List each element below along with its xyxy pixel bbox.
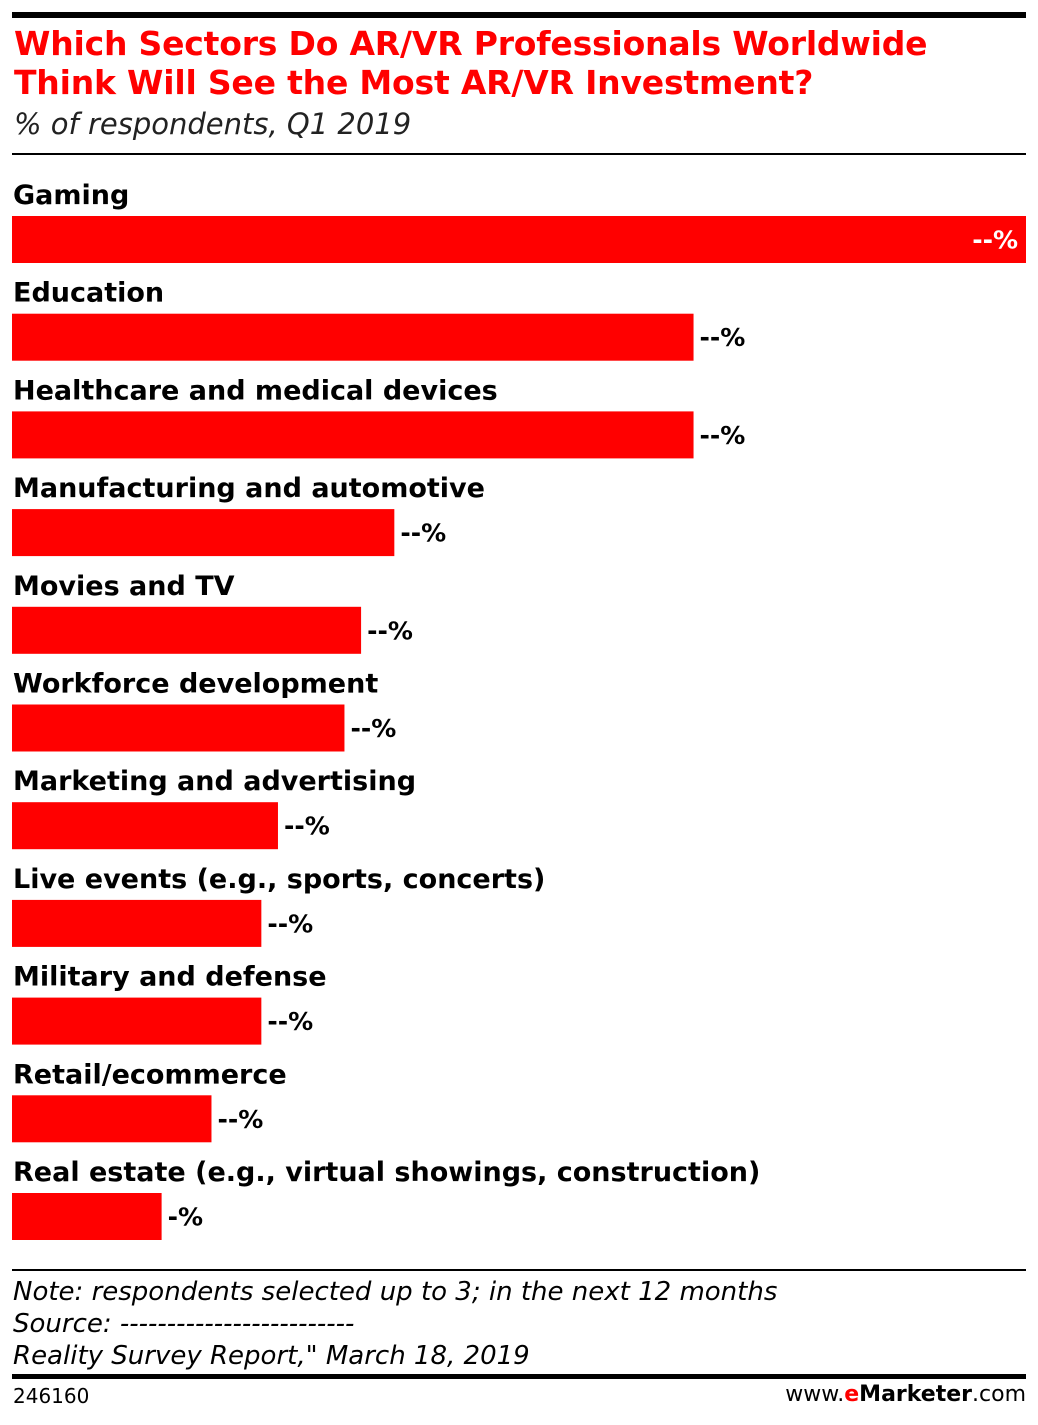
category-label: Gaming [13, 180, 129, 211]
value-label: --% [367, 616, 413, 645]
top-rule [12, 12, 1026, 18]
bar [12, 704, 345, 752]
category-label: Healthcare and medical devices [13, 375, 498, 406]
value-label: --% [267, 909, 313, 938]
brand-suffix: .com [972, 1382, 1026, 1407]
bar [12, 606, 362, 654]
chart-subtitle: % of respondents, Q1 2019 [14, 107, 412, 141]
value-label: --% [400, 519, 446, 548]
category-label: Live events (e.g., sports, concerts) [13, 864, 545, 895]
bar [12, 313, 694, 361]
bar-chart: Gaming --% Education --% Healthcare and medi… [12, 180, 1026, 1240]
category-label: Retail/ecommerce [13, 1059, 287, 1090]
notes-divider [12, 1269, 1026, 1271]
category-label: Real estate (e.g., virtual showings, con… [13, 1157, 760, 1188]
brand-name: Marketer [859, 1382, 973, 1407]
bar [12, 899, 262, 947]
value-label: --% [267, 1007, 313, 1036]
category-label: Military and defense [13, 962, 327, 993]
header-divider [12, 153, 1026, 155]
chart-title: Which Sectors Do AR/VR Professionals Wor… [14, 24, 928, 102]
bar [12, 411, 694, 459]
bar [12, 509, 395, 557]
brand-prefix: www. [785, 1382, 845, 1407]
value-label: --% [700, 323, 746, 352]
chart-note: Note: respondents selected up to 3; in t… [13, 1277, 778, 1307]
bar [12, 216, 1026, 263]
bar [12, 802, 278, 850]
category-label: Education [13, 278, 164, 309]
category-label: Marketing and advertising [13, 766, 416, 797]
footer-divider [12, 1374, 1026, 1379]
bar [12, 997, 262, 1045]
value-label: -% [168, 1203, 203, 1232]
value-label: --% [700, 421, 746, 450]
category-label: Workforce development [13, 669, 378, 700]
chart-id: 246160 [13, 1384, 90, 1408]
value-label: --% [284, 812, 330, 841]
value-label: --% [972, 226, 1018, 255]
brand-e: e [844, 1382, 860, 1407]
chart-source: Source: ------------------------- [13, 1309, 355, 1339]
category-label: Movies and TV [13, 571, 235, 602]
value-label: --% [217, 1105, 263, 1134]
category-label: Manufacturing and automotive [13, 473, 485, 504]
brand-link[interactable]: www.eMarketer.com [785, 1381, 1026, 1409]
bar [12, 1095, 212, 1143]
value-label: --% [350, 714, 396, 743]
chart-source-continued: Reality Survey Report," March 18, 2019 [13, 1341, 530, 1371]
bar [12, 1193, 162, 1240]
